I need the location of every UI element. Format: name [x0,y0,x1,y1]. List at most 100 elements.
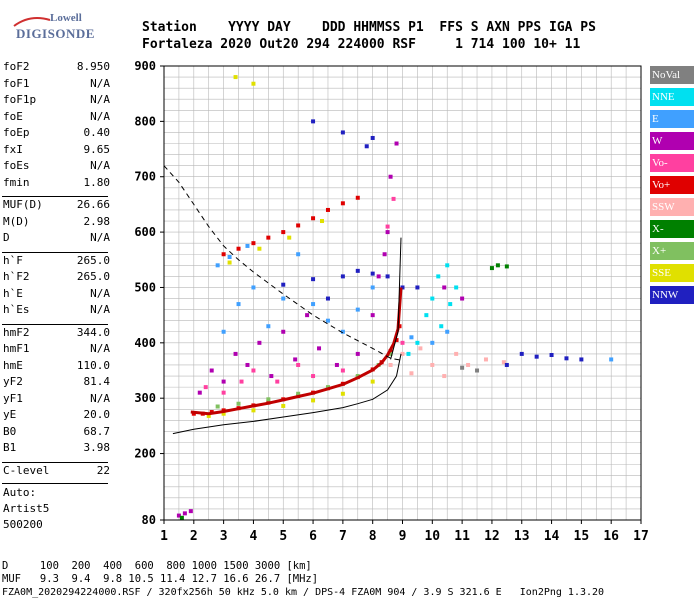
data-point-w [182,511,187,516]
data-point-w [197,390,202,395]
footer-file-info: FZA0M_2020294224000.RSF / 320fx256h 50 k… [2,587,605,598]
data-point-x- [266,397,271,402]
data-point-e [325,318,330,323]
parameter-row: h`F2 265.0 [3,270,110,283]
x-tick-label: 5 [279,529,287,544]
data-point-e [251,285,256,290]
data-point-vo- [266,235,271,240]
data-point-nnw [579,357,584,362]
parameter-name: yF1 [3,391,23,405]
data-point-sse [257,246,262,251]
data-point-sse [320,219,325,224]
parameter-value: N/A [90,342,110,355]
data-point-w [382,252,387,257]
legend-item-w: W [650,132,694,150]
data-point-w [209,368,214,373]
data-point-nnw [311,277,316,282]
data-point-e [215,263,220,268]
true-height-curve [172,353,402,435]
parameter-row: foEs N/A [3,159,110,172]
data-point-x- [495,263,500,268]
data-point-vo- [281,230,286,235]
x-tick-label: 12 [484,529,500,544]
data-point-vo- [221,390,226,395]
data-point-e [311,302,316,307]
parameter-separator [2,196,108,197]
data-point-ssw [418,346,423,351]
data-point-nnw [385,274,390,279]
parameter-value: N/A [90,391,110,405]
data-point-vo- [391,196,396,201]
data-point-sse [233,75,238,80]
parameter-separator [2,483,108,484]
parameter-name: fxI [3,142,23,156]
parameter-value: 81.4 [83,375,111,388]
logo: Lowell DIGISONDE [8,8,108,48]
data-point-w [376,274,381,279]
parameter-value: 20.0 [83,408,111,421]
parameter-value: 2.98 [83,214,111,228]
data-point-w [460,296,465,301]
data-point-e [236,302,241,307]
x-tick-label: 15 [574,529,590,544]
parameter-value: 68.7 [83,424,111,438]
data-point-nne [436,274,441,279]
y-tick-label: 800 [134,114,156,128]
data-point-w [385,230,390,235]
parameter-separator [2,323,108,325]
x-tick-label: 10 [424,529,440,544]
parameter-name: D [3,231,10,244]
data-point-nnw [340,130,345,135]
data-point-w [355,351,360,356]
parameter-value: 0.40 [83,126,111,139]
parameter-value: N/A [90,109,110,123]
parameter-name: yE [3,408,17,421]
y-tick-label: 700 [134,170,156,184]
parameter-value: N/A [90,286,110,300]
data-point-sse [287,235,292,240]
parameter-name: foF2 [3,60,30,73]
data-point-vo- [251,241,256,246]
parameter-row: fxI 9.65 [3,142,110,156]
data-point-e [245,243,250,248]
parameter-name: foEp [3,126,30,139]
data-point-sse [340,391,345,396]
data-point-vo- [311,374,316,379]
data-point-ssw [483,357,488,362]
logo-main-text: DIGISONDE [16,26,95,41]
data-point-vo- [311,216,316,221]
header-labels: Station YYYY DAY DDD HHMMSS P1 FFS S AXN… [142,20,596,35]
parameter-row: foE N/A [3,110,110,123]
y-tick-label: 600 [134,225,156,239]
data-point-nnw [364,144,369,149]
x-tick-label: 6 [309,529,317,544]
parameter-name: h`E [3,286,23,300]
parameter-name: h`F2 [3,270,30,283]
x-tick-label: 4 [250,529,258,544]
data-point-w [188,509,193,514]
data-point-e [340,329,345,334]
y-tick-label: 80 [142,513,156,527]
parameter-value: 265.0 [76,270,110,283]
parameter-name: hmF1 [3,342,30,355]
data-point-vo- [239,379,244,384]
parameter-value: N/A [90,303,110,316]
data-point-vo- [203,385,208,390]
legend-item-ssw: SSW [650,198,694,216]
parameter-row: fmin 1.80 [3,176,110,189]
data-point-e [409,335,414,340]
legend-item-e: E [650,110,694,128]
data-point-w [176,513,181,518]
data-point-nne [445,263,450,268]
data-point-vo- [340,201,345,206]
y-tick-label: 900 [134,59,156,73]
x-tick-label: 14 [544,529,560,544]
parameter-row: hmF1 N/A [3,342,110,355]
data-point-e [227,255,232,260]
auto-label: Auto: [3,486,37,499]
parameter-name: C-level [3,463,50,477]
data-point-noval [460,365,465,370]
data-point-e [430,340,435,345]
data-point-nnw [355,268,360,273]
parameter-row: B0 68.7 [3,425,110,438]
